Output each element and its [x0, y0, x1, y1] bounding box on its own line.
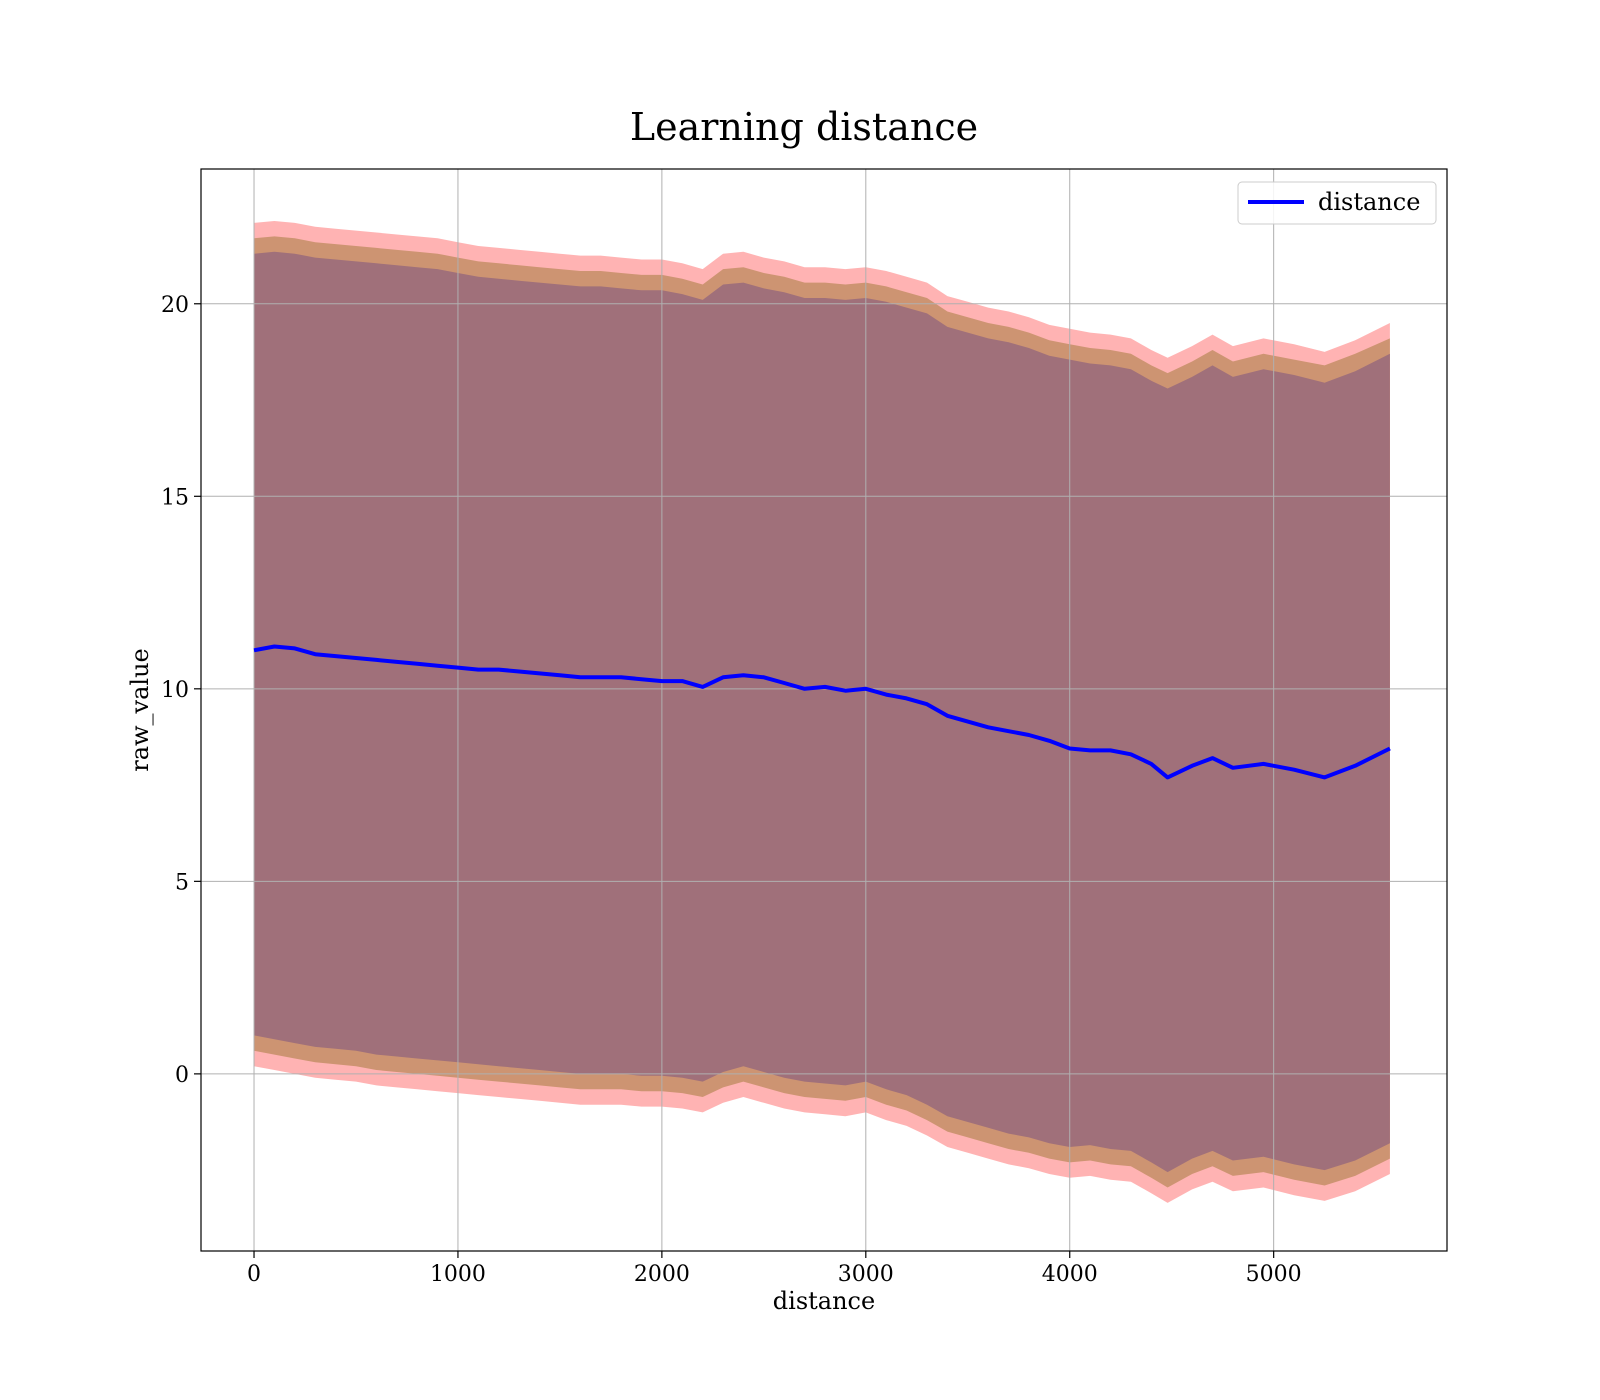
- legend-box: [1237, 181, 1437, 225]
- y-tick-label: 5: [175, 870, 189, 895]
- legend-label-distance: distance: [1318, 188, 1420, 216]
- plot-frame: [200, 168, 1448, 1252]
- x-axis-ticks: 0 1000 2000 3000 4000 5000: [247, 1251, 1302, 1287]
- y-tick-label: 10: [161, 678, 189, 703]
- chart-title: Learning distance: [630, 105, 978, 149]
- y-axis-label: raw_value: [126, 648, 154, 772]
- series-line-distance: [253, 644, 1391, 780]
- x-tick-label: 1000: [430, 1262, 486, 1287]
- x-tick-label: 3000: [838, 1262, 894, 1287]
- x-tick-label: 5000: [1246, 1262, 1302, 1287]
- legend: distance: [1237, 181, 1437, 225]
- y-tick-label: 0: [175, 1063, 189, 1088]
- y-tick-label: 15: [161, 485, 189, 510]
- confidence-bands: [254, 221, 1390, 1203]
- x-tick-label: 2000: [634, 1262, 690, 1287]
- series-layer: [253, 644, 1391, 780]
- x-tick-label: 4000: [1042, 1262, 1098, 1287]
- x-axis-label: distance: [773, 1287, 875, 1315]
- y-tick-label: 20: [161, 293, 189, 318]
- y-axis-ticks: 0 5 10 15 20: [161, 293, 201, 1088]
- band-inner: [254, 251, 1390, 1173]
- grid-lines: [201, 169, 1447, 1251]
- x-tick-label: 0: [247, 1262, 261, 1287]
